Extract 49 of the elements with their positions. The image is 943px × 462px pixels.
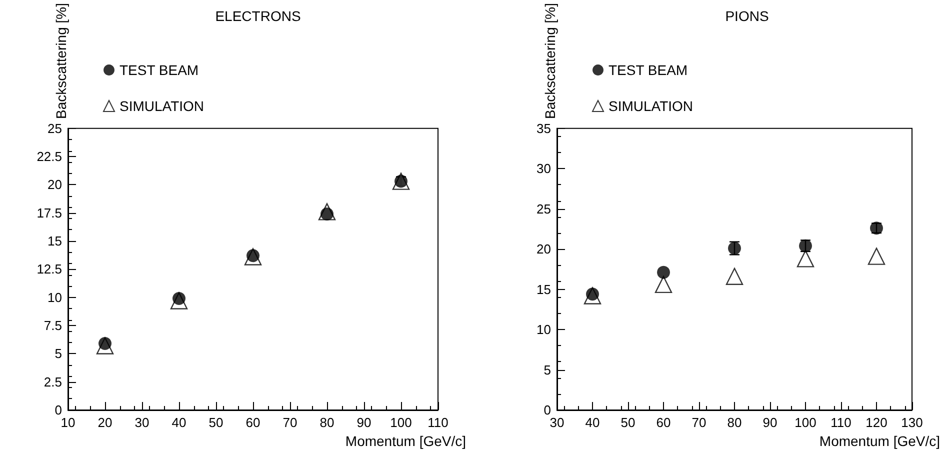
x-tick-label: 110	[830, 415, 852, 430]
y-tick-label: 20	[48, 177, 62, 192]
x-tick-label: 40	[172, 415, 186, 430]
x-tick-label: 60	[246, 415, 260, 430]
y-tick-label: 5	[544, 362, 551, 378]
y-tick-label: 35	[536, 120, 551, 136]
x-tick-label: 120	[866, 415, 888, 430]
chart-title: PIONS	[725, 8, 769, 24]
y-tick-label: 30	[536, 161, 551, 176]
x-tick-label: 90	[762, 415, 778, 430]
y-tick-label: 20	[536, 242, 551, 257]
legend-label: SIMULATION	[608, 98, 694, 114]
y-tick-label: 15	[48, 234, 62, 249]
y-tick-label: 2.5	[44, 374, 62, 390]
y-tick-label: 15	[536, 282, 551, 297]
y-axis-title: Backscattering [%]	[53, 3, 69, 119]
y-tick-label: 10	[536, 322, 551, 338]
chart-title: ELECTRONS	[215, 8, 301, 24]
y-axis-title: Backscattering [%]	[542, 3, 558, 119]
y-tick-label: 25	[48, 120, 62, 136]
x-tick-label: 110	[428, 415, 448, 430]
y-tick-label: 0	[544, 402, 551, 418]
x-tick-label: 50	[620, 415, 636, 430]
legend-label: TEST BEAM	[120, 62, 199, 78]
x-tick-label: 60	[656, 415, 671, 430]
x-tick-label: 30	[134, 415, 150, 430]
legend-label: TEST BEAM	[608, 62, 688, 78]
legend-label: SIMULATION	[120, 98, 204, 114]
y-tick-label: 7.5	[44, 318, 62, 333]
x-tick-label: 130	[901, 415, 923, 430]
x-tick-label: 50	[208, 415, 224, 430]
x-tick-label: 90	[356, 415, 372, 430]
y-tick-label: 25	[536, 201, 551, 216]
x-tick-label: 100	[390, 415, 412, 430]
x-tick-label: 40	[585, 415, 600, 430]
x-tick-label: 80	[320, 415, 334, 430]
y-tick-label: 10	[48, 290, 62, 305]
x-tick-label: 80	[727, 415, 742, 430]
x-tick-label: 100	[794, 415, 816, 430]
x-axis-title: Momentum [GeV/c]	[819, 433, 940, 449]
y-tick-label: 0	[54, 402, 62, 418]
x-tick-label: 20	[98, 415, 112, 430]
y-tick-label: 22.5	[36, 149, 62, 164]
x-tick-label: 70	[282, 415, 298, 430]
y-tick-label: 5	[54, 346, 62, 362]
x-tick-label: 70	[692, 415, 706, 430]
x-axis-title: Momentum [GeV/c]	[345, 433, 466, 449]
y-tick-label: 17.5	[36, 205, 62, 220]
y-tick-label: 12.5	[36, 262, 62, 277]
